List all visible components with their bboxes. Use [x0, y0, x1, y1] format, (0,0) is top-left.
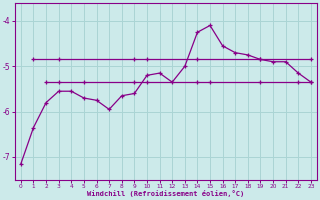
X-axis label: Windchill (Refroidissement éolien,°C): Windchill (Refroidissement éolien,°C) [87, 190, 244, 197]
